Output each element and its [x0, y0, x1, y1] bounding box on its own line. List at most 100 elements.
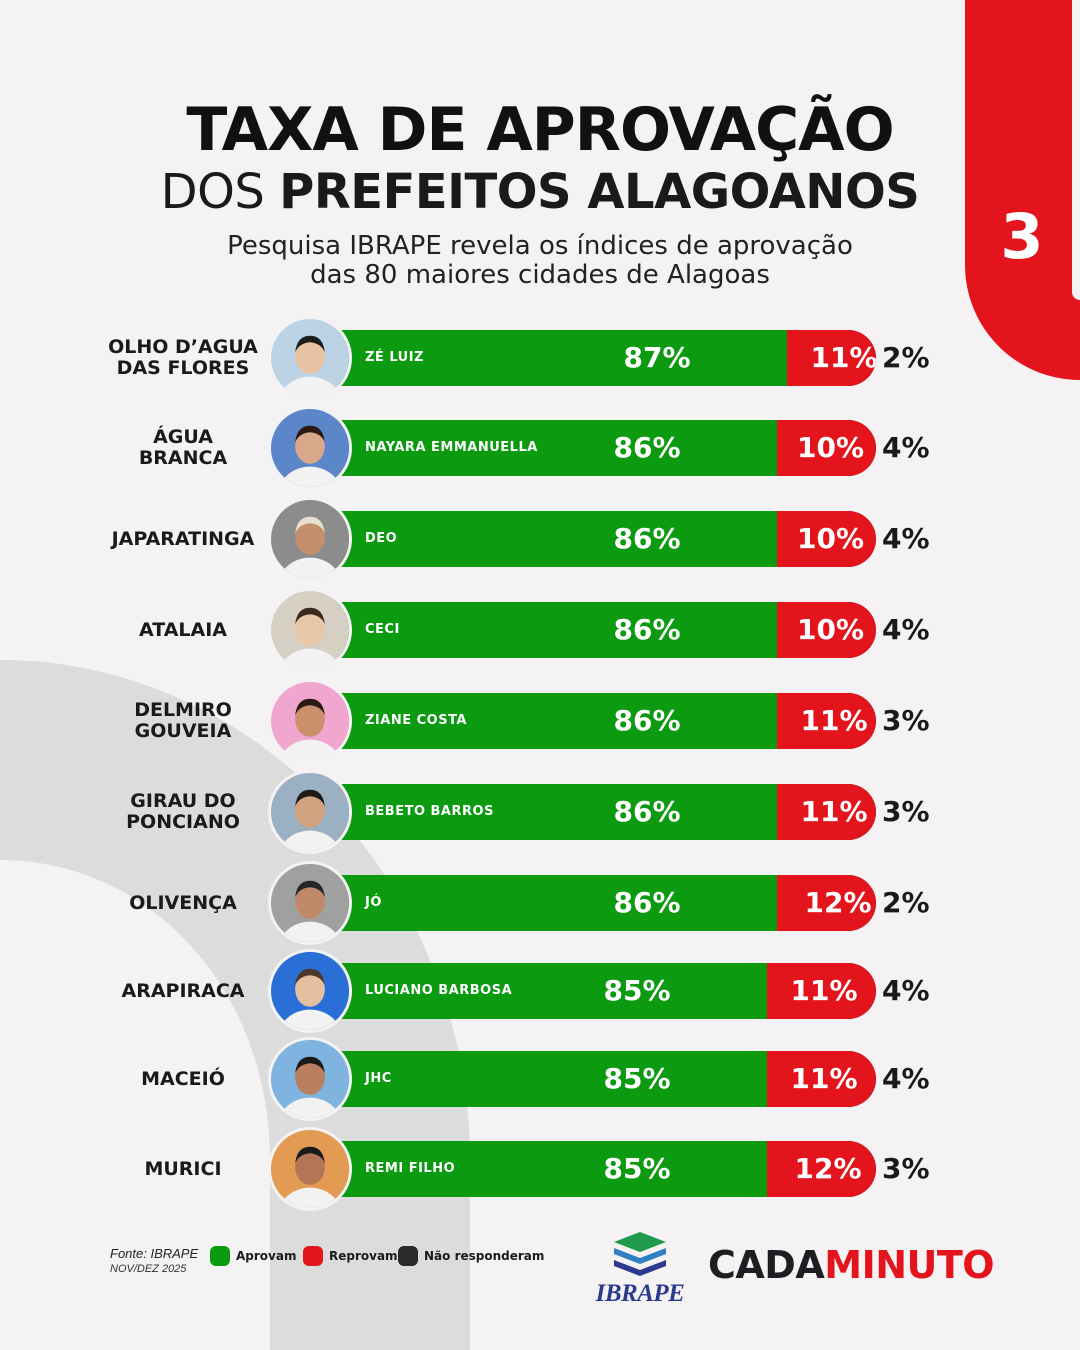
chart-row: MURICI REMI FILHO 85% 12% 3% [0, 1124, 1080, 1214]
mayor-name: REMI FILHO [365, 1161, 456, 1176]
stacked-bar: LUCIANO BARBOSA 85% 11% [320, 963, 876, 1019]
data-label-reprovam: 11% [790, 1062, 858, 1095]
stacked-bar: CECI 86% 10% [320, 602, 876, 658]
data-label-aprovam: 85% [603, 1062, 671, 1095]
data-label-reprovam: 11% [810, 341, 876, 374]
mayor-name: NAYARA EMMANUELLA [365, 440, 538, 455]
data-label-nao-responderam: 4% [882, 431, 930, 464]
data-label-aprovam: 86% [613, 704, 681, 737]
stacked-bar: NAYARA EMMANUELLA 86% 10% [320, 420, 876, 476]
subtitle-line-2: das 80 maiores cidades de Alagoas [310, 260, 770, 290]
city-label: GIRAU DO PONCIANO [126, 790, 240, 833]
bar-segment-reprovam [747, 963, 876, 1019]
data-label-reprovam: 10% [796, 522, 865, 555]
city-label: OLHO D’AGUA DAS FLORES [108, 336, 258, 379]
source-date: NOV/DEZ 2025 [110, 1263, 187, 1275]
legend-label-nao-responderam: Não responderam [424, 1249, 545, 1263]
bar-segment-aprovam [320, 420, 777, 476]
brand-part-2: MINUTO [824, 1243, 995, 1287]
data-label-reprovam: 10% [796, 613, 865, 646]
chart-row: JAPARATINGA DEO 86% 10% 4% [0, 494, 1080, 584]
page-title: TAXA DE APROVAÇÃO [186, 95, 894, 165]
bar-segment-aprovam [320, 693, 777, 749]
title-word-prefeitos: PREFEITOS ALAGOANOS [279, 164, 920, 220]
data-label-nao-responderam: 3% [882, 1152, 930, 1185]
city-label: MURICI [144, 1157, 222, 1180]
mayor-photo-avatar [268, 770, 352, 854]
data-label-reprovam: 11% [790, 974, 858, 1007]
bar-segment-aprovam [320, 784, 777, 840]
chart-row: ÁGUA BRANCA NAYARA EMMANUELLA 86% 10% 4% [0, 403, 1080, 493]
subtitle: Pesquisa IBRAPE revela os índices de apr… [0, 232, 1080, 290]
stacked-bar: ZIANE COSTA 86% 11% [320, 693, 876, 749]
mayor-photo-avatar [268, 588, 352, 672]
bar-segment-aprovam [320, 1051, 767, 1107]
bar-segment-aprovam [320, 330, 787, 386]
data-label-reprovam: 12% [804, 886, 872, 919]
city-label: ATALAIA [138, 618, 227, 641]
stacked-bar: BEBETO BARROS 86% 11% [320, 784, 876, 840]
mayor-photo-avatar [268, 949, 352, 1033]
title-word-dos: DOS [160, 164, 265, 220]
bar-segment-reprovam [747, 1051, 876, 1107]
page-number: 3 [1000, 200, 1044, 273]
source-label: Fonte: IBRAPE [110, 1246, 199, 1261]
bar-segment-aprovam [320, 602, 777, 658]
chart-row: ATALAIA CECI 86% 10% 4% [0, 585, 1080, 675]
ibrape-layers-icon [614, 1232, 666, 1276]
page-title-line-2: DOS PREFEITOS ALAGOANOS [0, 168, 1080, 216]
mayor-name: DEO [365, 531, 398, 546]
ibrape-logo-text: IBRAPE [595, 1280, 685, 1307]
data-label-nao-responderam: 4% [882, 1062, 930, 1095]
bar-segment-aprovam [320, 1141, 767, 1197]
bar-segment-aprovam [320, 875, 777, 931]
city-label: JAPARATINGA [111, 527, 255, 550]
bar-segment-aprovam [320, 963, 767, 1019]
city-label: ARAPIRACA [121, 979, 245, 1002]
mayor-photo-avatar [268, 406, 352, 490]
mayor-photo-avatar [268, 497, 352, 581]
data-label-reprovam: 11% [800, 795, 868, 828]
mayor-photo-avatar [268, 679, 352, 763]
legend-item-nao-responderam: Não responderam [398, 1246, 544, 1266]
chart-row: DELMIRO GOUVEIA ZIANE COSTA 86% 11% 3% [0, 676, 1080, 766]
mayor-name: JHC [365, 1071, 392, 1086]
chart-row: GIRAU DO PONCIANO BEBETO BARROS 86% 11% 3% [0, 767, 1080, 857]
legend-label-aprovam: Aprovam [236, 1249, 297, 1263]
mayor-name: CECI [365, 622, 400, 637]
mayor-photo-avatar [268, 316, 352, 400]
data-label-reprovam: 10% [796, 431, 865, 464]
legend-label-reprovam: Reprovam [329, 1249, 398, 1263]
data-label-aprovam: 86% [613, 522, 681, 555]
mayor-name: ZÉ LUIZ [365, 350, 424, 365]
mayor-name: BEBETO BARROS [365, 804, 494, 819]
data-label-aprovam: 86% [613, 431, 681, 464]
data-label-nao-responderam: 3% [882, 704, 930, 737]
city-label: DELMIRO GOUVEIA [134, 699, 232, 742]
ibrape-logo: IBRAPE [590, 1230, 690, 1308]
mayor-name: ZIANE COSTA [365, 713, 467, 728]
data-label-aprovam: 86% [613, 886, 681, 919]
legend: Fonte: IBRAPE NOV/DEZ 2025 Aprovam Repro… [110, 1246, 550, 1282]
stacked-bar: ZÉ LUIZ 87% 11% [320, 330, 876, 386]
data-label-reprovam: 11% [800, 704, 868, 737]
chart-row: ARAPIRACA LUCIANO BARBOSA 85% 11% 4% [0, 946, 1080, 1036]
city-label: OLIVENÇA [129, 891, 237, 914]
bar-segment-reprovam [747, 1141, 876, 1197]
legend-swatch-green [210, 1246, 230, 1266]
data-label-aprovam: 86% [613, 613, 681, 646]
mayor-photo-avatar [268, 861, 352, 945]
bar-segment-aprovam [320, 511, 777, 567]
stacked-bar: DEO 86% 10% [320, 511, 876, 567]
mayor-name: LUCIANO BARBOSA [365, 983, 513, 998]
cadaminuto-logo: CADAMINUTO [708, 1243, 995, 1287]
brand-part-1: CADA [708, 1243, 825, 1287]
data-label-nao-responderam: 2% [882, 341, 930, 374]
city-label: MACEIÓ [141, 1067, 225, 1090]
stacked-bar: REMI FILHO 85% 12% [320, 1141, 876, 1197]
corner-decoration [965, 0, 1080, 380]
data-label-aprovam: 85% [603, 974, 671, 1007]
mayor-photo-avatar [268, 1127, 352, 1211]
legend-item-reprovam: Reprovam [303, 1246, 398, 1266]
chart-row: OLHO D’AGUA DAS FLORES ZÉ LUIZ 87% 11% 2% [0, 313, 1080, 403]
